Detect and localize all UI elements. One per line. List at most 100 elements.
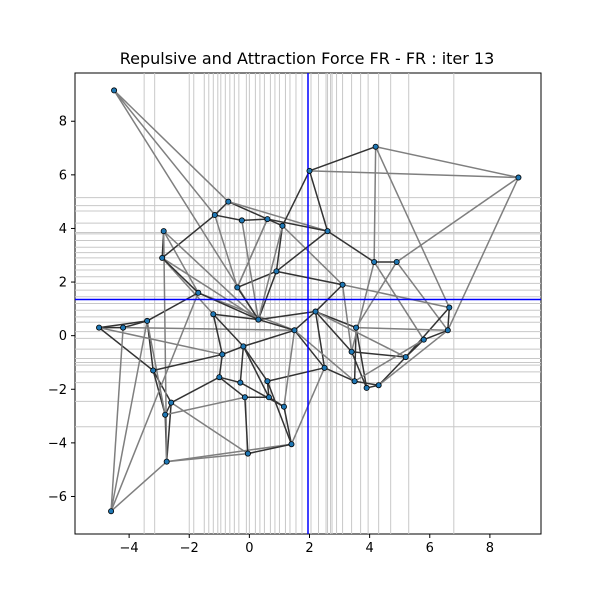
graph-edge xyxy=(355,327,368,389)
graph-edge xyxy=(276,270,343,286)
graph-edge xyxy=(258,310,316,321)
graph-edge xyxy=(236,287,260,320)
graph-edge xyxy=(214,214,239,288)
graph-edge xyxy=(241,220,260,320)
graph-node xyxy=(244,450,251,457)
graph-node xyxy=(515,174,522,181)
y-axis-ticks: −6 −4 −2 0 2 4 6 8 xyxy=(48,115,75,505)
graph-edge xyxy=(314,311,353,353)
graph-edge xyxy=(258,318,295,332)
graph-edge xyxy=(314,311,326,368)
graph-node xyxy=(306,167,313,174)
graph-node xyxy=(150,367,157,374)
graph-edge xyxy=(405,307,450,358)
graph-node xyxy=(241,394,248,401)
graph-node xyxy=(265,394,272,401)
graph-edge xyxy=(113,89,229,203)
graph-node xyxy=(108,508,115,515)
graph-edge xyxy=(163,230,199,294)
graph-edge xyxy=(356,326,448,332)
graph-edge xyxy=(218,376,246,398)
graph-edge xyxy=(267,218,328,232)
graph-edge xyxy=(163,230,259,321)
graph-edge xyxy=(350,351,368,389)
graph-edge xyxy=(309,146,376,172)
graph-edge xyxy=(396,261,449,331)
x-tick-label: 2 xyxy=(305,541,313,556)
graph-edge xyxy=(239,346,245,383)
graph-node xyxy=(321,364,328,371)
graph-edge xyxy=(327,230,375,263)
graph-edge xyxy=(98,320,148,329)
y-tick-label: −4 xyxy=(48,436,67,451)
graph-edge xyxy=(146,320,166,415)
graph-edge xyxy=(213,313,259,321)
graph-edge xyxy=(350,261,375,352)
graph-edge xyxy=(197,292,259,321)
x-tick-label: −2 xyxy=(180,541,199,556)
graph-edge xyxy=(241,218,268,222)
graph-edge xyxy=(247,443,292,455)
graph-edge xyxy=(447,307,451,331)
x-tick-label: 6 xyxy=(426,541,434,556)
graph-node xyxy=(216,374,223,381)
graph-edge xyxy=(239,381,285,408)
graph-edge xyxy=(110,292,199,512)
graph-node xyxy=(240,343,247,350)
plot-area xyxy=(74,72,542,535)
graph-edge xyxy=(212,314,224,355)
graph-edge xyxy=(378,329,449,386)
center-crosshair xyxy=(75,73,541,534)
graph-edge xyxy=(315,310,407,358)
graph-edge xyxy=(242,345,269,382)
graph-edge xyxy=(98,327,154,372)
graph-edge xyxy=(275,225,284,272)
graph-node xyxy=(255,316,262,323)
graph-edge xyxy=(161,257,214,315)
graph-edge xyxy=(267,367,325,382)
graph-edge xyxy=(123,326,295,332)
graph-edge xyxy=(170,376,220,404)
graph-node xyxy=(264,216,271,223)
graph-edge xyxy=(170,402,249,455)
graph-node xyxy=(279,222,286,229)
graph-edge xyxy=(214,214,243,222)
y-tick-label: 0 xyxy=(59,329,67,344)
x-tick-label: −4 xyxy=(120,541,139,556)
graph-edge xyxy=(165,402,172,462)
graph-node xyxy=(237,379,244,386)
graph-edge xyxy=(218,354,224,378)
graph-edge xyxy=(283,406,293,445)
graph-edge xyxy=(113,90,260,320)
graph-edge xyxy=(212,313,244,347)
graph-edge xyxy=(113,89,216,216)
graph-node xyxy=(120,324,127,331)
graph-node xyxy=(444,327,451,334)
x-tick-label: 0 xyxy=(245,541,253,556)
y-tick-label: −2 xyxy=(48,383,67,398)
graph-node xyxy=(264,378,271,385)
graph-node xyxy=(162,411,169,418)
graph-edge xyxy=(341,284,353,352)
graph-edge xyxy=(146,292,199,322)
graph-node xyxy=(372,143,379,150)
graph-node xyxy=(324,228,331,235)
graph-edge xyxy=(162,231,168,462)
graph-edge xyxy=(222,345,244,356)
x-axis-ticks: −4 −2 0 2 4 6 8 xyxy=(120,534,494,556)
graph-edge xyxy=(165,396,246,416)
graph-node xyxy=(195,289,202,296)
graph-edge xyxy=(243,329,295,348)
graph-edge xyxy=(152,353,223,372)
graph-edge xyxy=(396,176,519,263)
graph-edge xyxy=(242,346,270,398)
graph-edge xyxy=(342,284,450,309)
graph-edge xyxy=(275,230,329,272)
graph-node xyxy=(353,324,360,331)
graph-node xyxy=(210,311,217,318)
graph-node xyxy=(234,284,241,291)
graph-edge xyxy=(228,200,328,232)
graph-node xyxy=(375,382,382,389)
graph-edge xyxy=(214,201,229,216)
